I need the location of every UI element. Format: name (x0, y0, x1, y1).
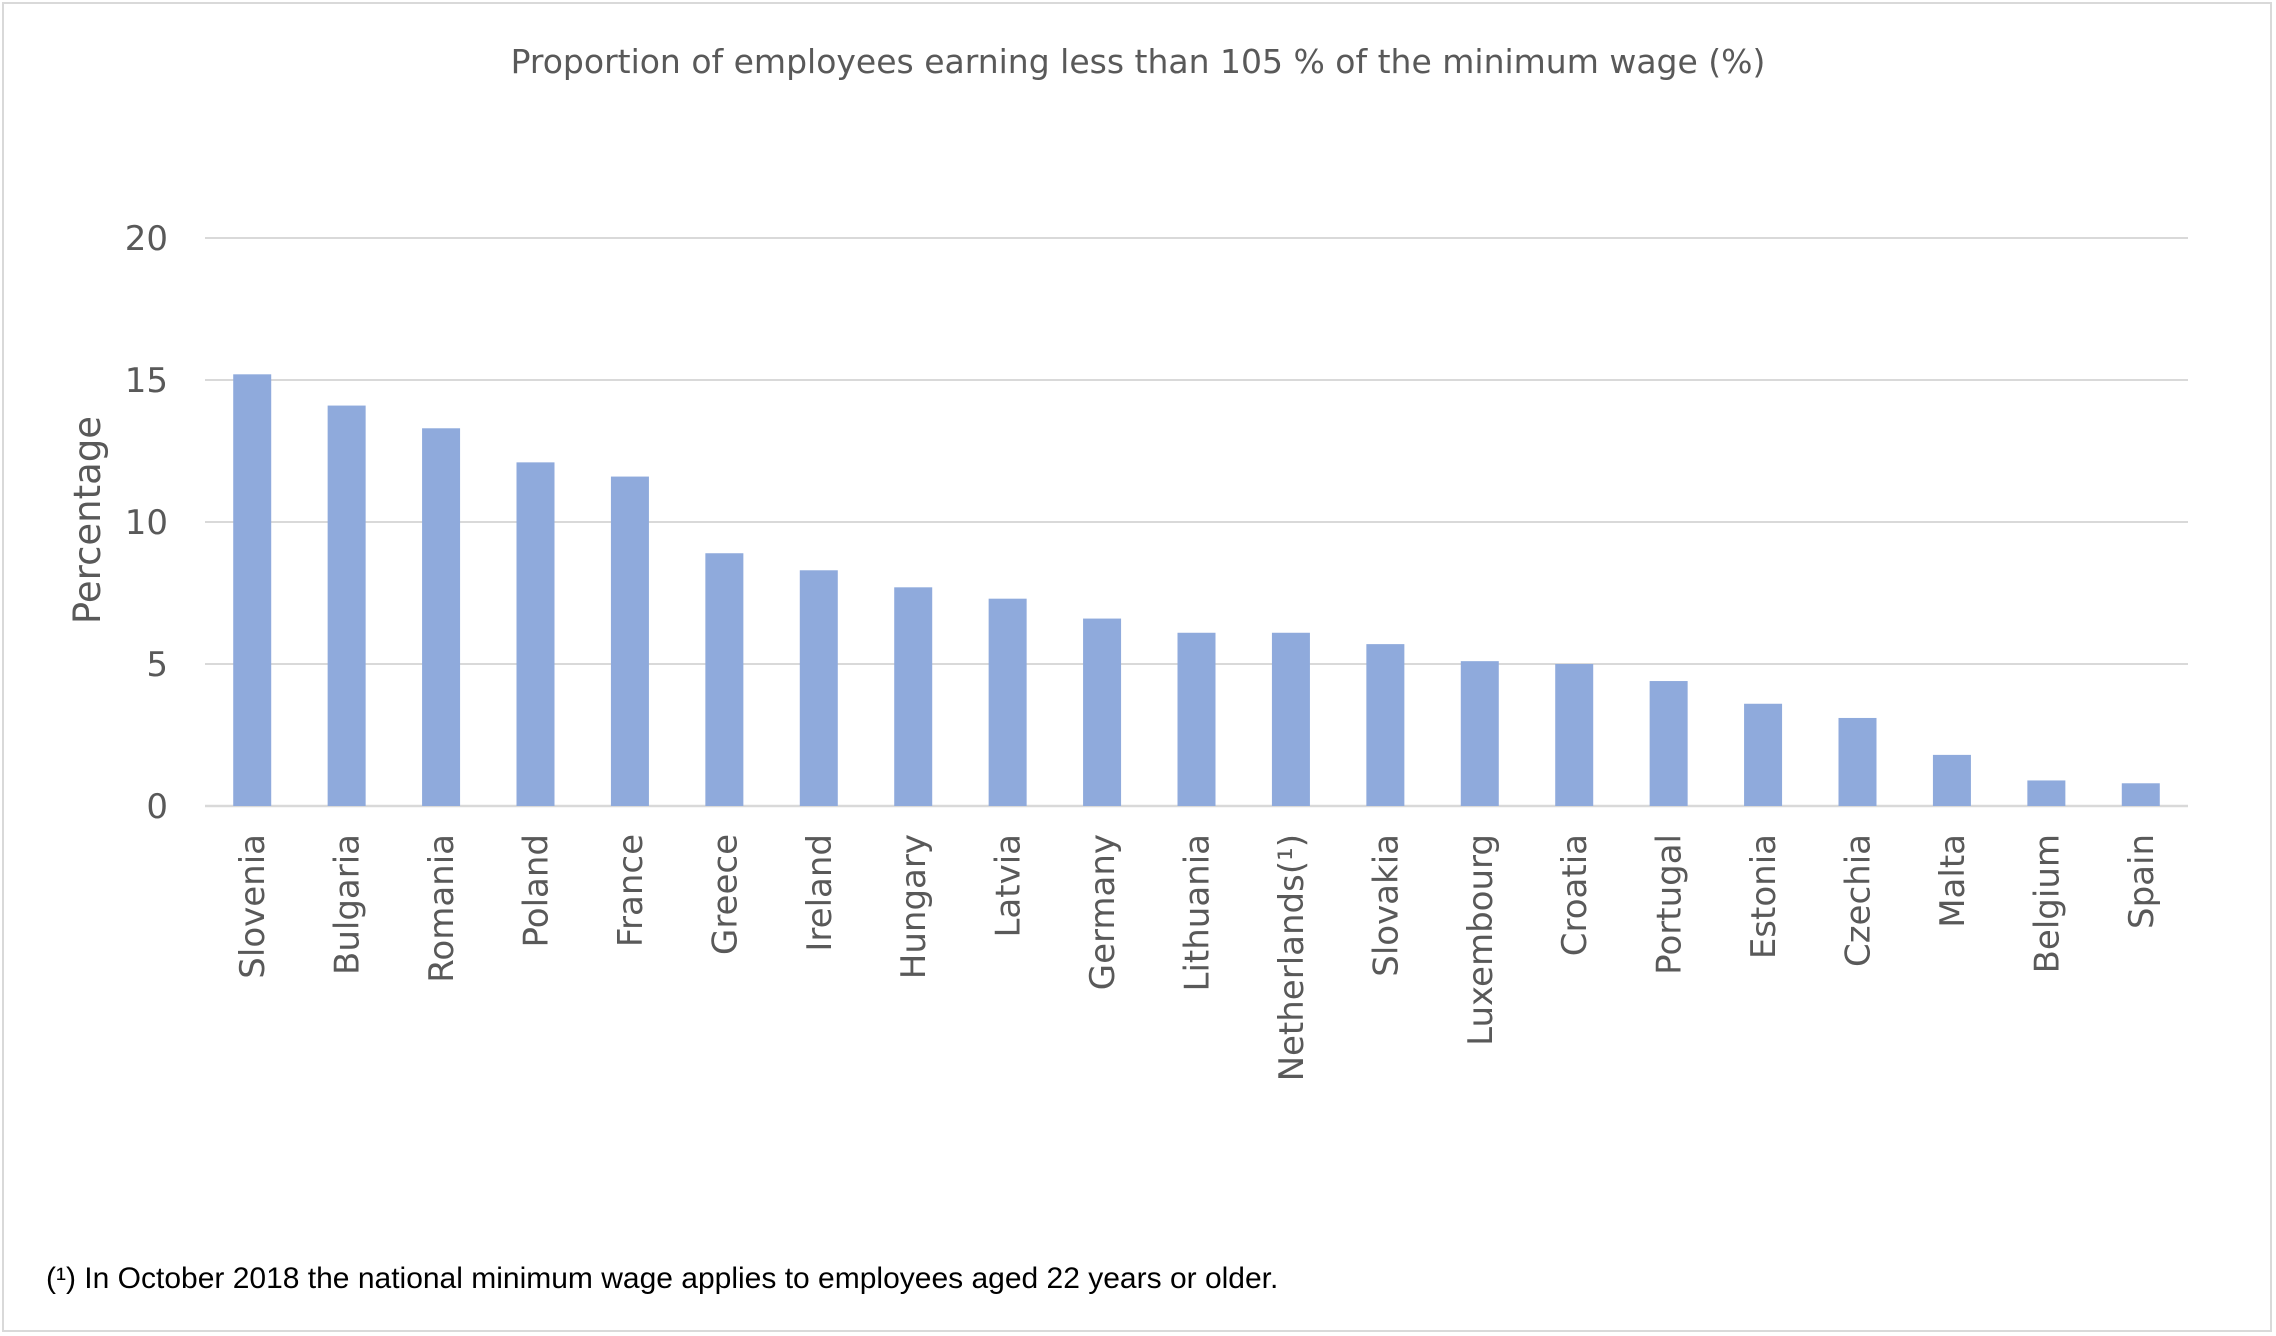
x-tick-label: Luxembourg (1461, 834, 1501, 1046)
x-tick-label: Slovenia (233, 834, 273, 979)
bar-luxembourg (1460, 661, 1499, 806)
y-tick-label: 5 (146, 645, 168, 685)
bar-bulgaria (327, 405, 366, 806)
x-tick-label: Greece (705, 834, 745, 955)
x-tick-label: Portugal (1650, 834, 1690, 975)
x-tick-label: Estonia (1744, 834, 1784, 959)
x-tick-label: Lithuania (1178, 834, 1218, 991)
x-tick-label: Netherlands(¹) (1272, 834, 1312, 1081)
bar-hungary (894, 587, 933, 806)
y-tick-label: 10 (125, 503, 168, 543)
bar-romania (422, 428, 461, 806)
bar-belgium (2027, 780, 2066, 806)
x-tick-label: Croatia (1555, 834, 1595, 956)
y-tick-label: 0 (146, 787, 168, 827)
bar-germany (1083, 618, 1122, 806)
x-tick-label: Germany (1083, 834, 1123, 990)
x-tick-label: Bulgaria (328, 834, 368, 975)
chart-title: Proportion of employees earning less tha… (511, 42, 1766, 81)
x-tick-label: Ireland (800, 834, 840, 952)
footnote: (¹) In October 2018 the national minimum… (46, 1262, 1279, 1295)
bar-croatia (1555, 664, 1594, 806)
bar-estonia (1744, 703, 1783, 806)
bar-poland (516, 462, 555, 806)
bar-lithuania (1177, 632, 1216, 806)
bar-greece (705, 553, 744, 806)
bar-czechia (1838, 717, 1877, 806)
x-tick-label: Spain (2122, 834, 2162, 929)
x-tick-label: Malta (1933, 834, 1973, 928)
y-tick-label: 15 (125, 361, 168, 401)
x-tick-label: Latvia (989, 834, 1029, 938)
bar-slovakia (1366, 644, 1405, 806)
x-tick-label: Hungary (894, 834, 934, 979)
bar-spain (2121, 783, 2160, 806)
y-tick-label: 20 (125, 219, 168, 259)
x-axis-labels: Slovenia Bulgaria Romania Poland France Greec… (233, 834, 2162, 1081)
x-tick-label: Belgium (2027, 834, 2067, 973)
x-tick-label: Slovakia (1366, 834, 1406, 977)
y-axis-ticks: 0 5 10 15 20 (125, 219, 168, 827)
x-tick-label: Czechia (1839, 834, 1879, 967)
x-tick-label: Romania (422, 834, 462, 983)
bar-ireland (799, 570, 838, 806)
bars (233, 374, 2160, 806)
bar-malta (1932, 754, 1971, 806)
bar-france (610, 476, 649, 806)
x-tick-label: France (611, 834, 651, 947)
y-axis-label: Percentage (66, 416, 109, 624)
bar-latvia (988, 598, 1027, 806)
x-tick-label: Poland (517, 834, 557, 948)
bar-netherlands (1271, 632, 1310, 806)
bar-portugal (1649, 681, 1688, 806)
bar-slovenia (233, 374, 272, 806)
